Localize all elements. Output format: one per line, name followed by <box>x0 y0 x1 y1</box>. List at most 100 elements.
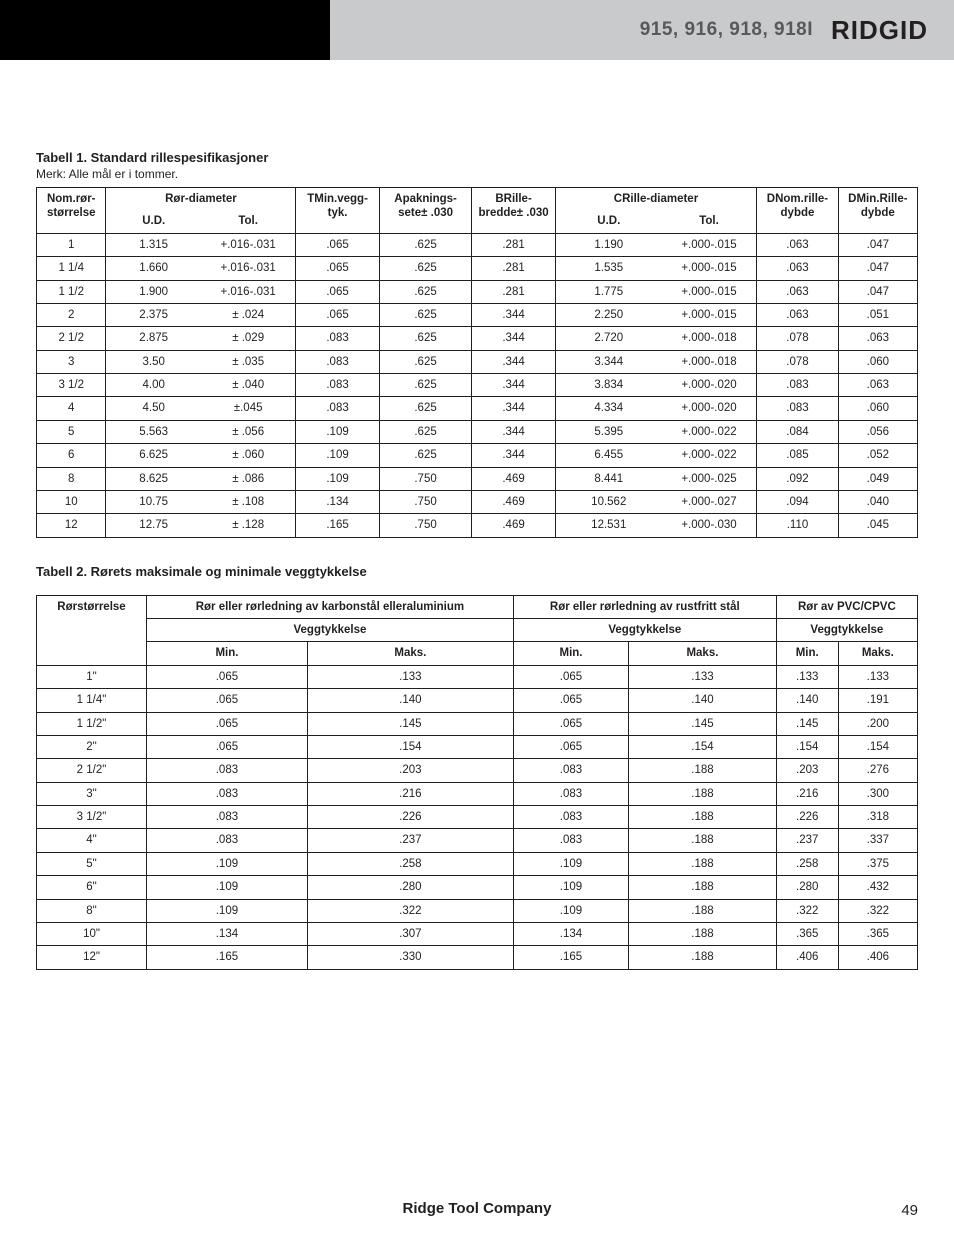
table-row: 1".065.133.065.133.133.133 <box>37 665 918 688</box>
table-cell: 5 <box>37 420 106 443</box>
table-row: 1 1/4".065.140.065.140.140.191 <box>37 689 918 712</box>
table-cell: .188 <box>629 759 777 782</box>
table2-title: Tabell 2. Rørets maksimale og minimale v… <box>36 564 918 579</box>
table-row: 11.315+.016-.031.065.625.2811.190+.000-.… <box>37 233 918 256</box>
table-cell: .045 <box>838 514 917 537</box>
table-cell: ± .040 <box>201 374 296 397</box>
table-cell: 1.900 <box>106 280 201 303</box>
table-cell: .188 <box>629 852 777 875</box>
table-cell: 1.315 <box>106 233 201 256</box>
table-cell: .469 <box>472 490 555 513</box>
table-cell: 10.562 <box>555 490 662 513</box>
table-cell: .065 <box>296 303 379 326</box>
table-cell: 10.75 <box>106 490 201 513</box>
table-cell: .750 <box>379 490 472 513</box>
table-cell: ± .024 <box>201 303 296 326</box>
th2-pvc: Rør av PVC/CPVC <box>776 595 917 618</box>
table-row: 1 1/21.900+.016-.031.065.625.2811.775+.0… <box>37 280 918 303</box>
table-row: 3".083.216.083.188.216.300 <box>37 782 918 805</box>
table-cell: ± .128 <box>201 514 296 537</box>
table-cell: .083 <box>296 327 379 350</box>
table-cell: .432 <box>838 876 917 899</box>
table-cell: ± .086 <box>201 467 296 490</box>
footer-company: Ridge Tool Company <box>0 1200 954 1217</box>
table-cell: .085 <box>757 444 838 467</box>
table-cell: 2.250 <box>555 303 662 326</box>
th-cud: U.D. <box>555 210 662 233</box>
table-cell: .344 <box>472 350 555 373</box>
table1-title: Tabell 1. Standard rillespesifikasjoner <box>36 150 918 165</box>
table-cell: .280 <box>307 876 513 899</box>
table-cell: .188 <box>629 922 777 945</box>
table-cell: .063 <box>757 233 838 256</box>
table-cell: .133 <box>838 665 917 688</box>
th-t: TMin.vegg-tyk. <box>296 188 379 234</box>
table-cell: .258 <box>307 852 513 875</box>
table-cell: 1.190 <box>555 233 662 256</box>
table-cell: .109 <box>147 876 308 899</box>
table-cell: ±.045 <box>201 397 296 420</box>
table-cell: .134 <box>513 922 628 945</box>
table-cell: .083 <box>296 397 379 420</box>
table-row: 1 1/41.660+.016-.031.065.625.2811.535+.0… <box>37 257 918 280</box>
table-cell: .065 <box>147 735 308 758</box>
table-cell: .094 <box>757 490 838 513</box>
table-cell: .140 <box>629 689 777 712</box>
table-cell: ± .035 <box>201 350 296 373</box>
table-cell: .276 <box>838 759 917 782</box>
table1-body: 11.315+.016-.031.065.625.2811.190+.000-.… <box>37 233 918 537</box>
table-cell: +.000-.025 <box>662 467 757 490</box>
table-cell: .344 <box>472 327 555 350</box>
table-row: 3 1/2".083.226.083.188.226.318 <box>37 806 918 829</box>
table-cell: .625 <box>379 420 472 443</box>
table-cell: .134 <box>296 490 379 513</box>
table-cell: .134 <box>147 922 308 945</box>
table-row: 1010.75± .108.134.750.46910.562+.000-.02… <box>37 490 918 513</box>
table-cell: .040 <box>838 490 917 513</box>
table-cell: .625 <box>379 327 472 350</box>
table-cell: .337 <box>838 829 917 852</box>
th2-wall-1: Veggtykkelse <box>147 619 514 642</box>
table-cell: .145 <box>307 712 513 735</box>
table-cell: .625 <box>379 233 472 256</box>
page-number: 49 <box>901 1202 918 1219</box>
table-cell: .110 <box>757 514 838 537</box>
table-cell: .109 <box>513 852 628 875</box>
table-cell: 4.334 <box>555 397 662 420</box>
table-cell: .063 <box>838 374 917 397</box>
header-black-block <box>0 0 330 60</box>
table-cell: .109 <box>513 876 628 899</box>
table-cell: .188 <box>629 946 777 969</box>
table-cell: 12" <box>37 946 147 969</box>
table-cell: .154 <box>776 735 838 758</box>
table-cell: +.000-.030 <box>662 514 757 537</box>
table-cell: .281 <box>472 233 555 256</box>
table-cell: .140 <box>307 689 513 712</box>
table-cell: .281 <box>472 280 555 303</box>
table-cell: .063 <box>838 327 917 350</box>
table-cell: .083 <box>757 397 838 420</box>
table-cell: .344 <box>472 374 555 397</box>
th-c: CRille-diameter <box>555 188 756 211</box>
table-cell: .065 <box>296 257 379 280</box>
table-cell: 3" <box>37 782 147 805</box>
table-cell: 2 1/2" <box>37 759 147 782</box>
table2-head: Rørstørrelse Rør eller rørledning av kar… <box>37 595 918 665</box>
table-cell: 12 <box>37 514 106 537</box>
th2-max-2: Maks. <box>629 642 777 665</box>
table-cell: .047 <box>838 233 917 256</box>
table-cell: .188 <box>629 876 777 899</box>
table-cell: .226 <box>307 806 513 829</box>
th2-min-3: Min. <box>776 642 838 665</box>
table-cell: .065 <box>296 233 379 256</box>
table-cell: .625 <box>379 397 472 420</box>
table-cell: +.000-.020 <box>662 374 757 397</box>
table-cell: .625 <box>379 350 472 373</box>
table-cell: .216 <box>307 782 513 805</box>
table-cell: .203 <box>307 759 513 782</box>
table-cell: 8 <box>37 467 106 490</box>
table-cell: 1 <box>37 233 106 256</box>
model-numbers: 915, 916, 918, 918I <box>640 19 813 41</box>
table-cell: .322 <box>307 899 513 922</box>
table-row: 1212.75± .128.165.750.46912.531+.000-.03… <box>37 514 918 537</box>
